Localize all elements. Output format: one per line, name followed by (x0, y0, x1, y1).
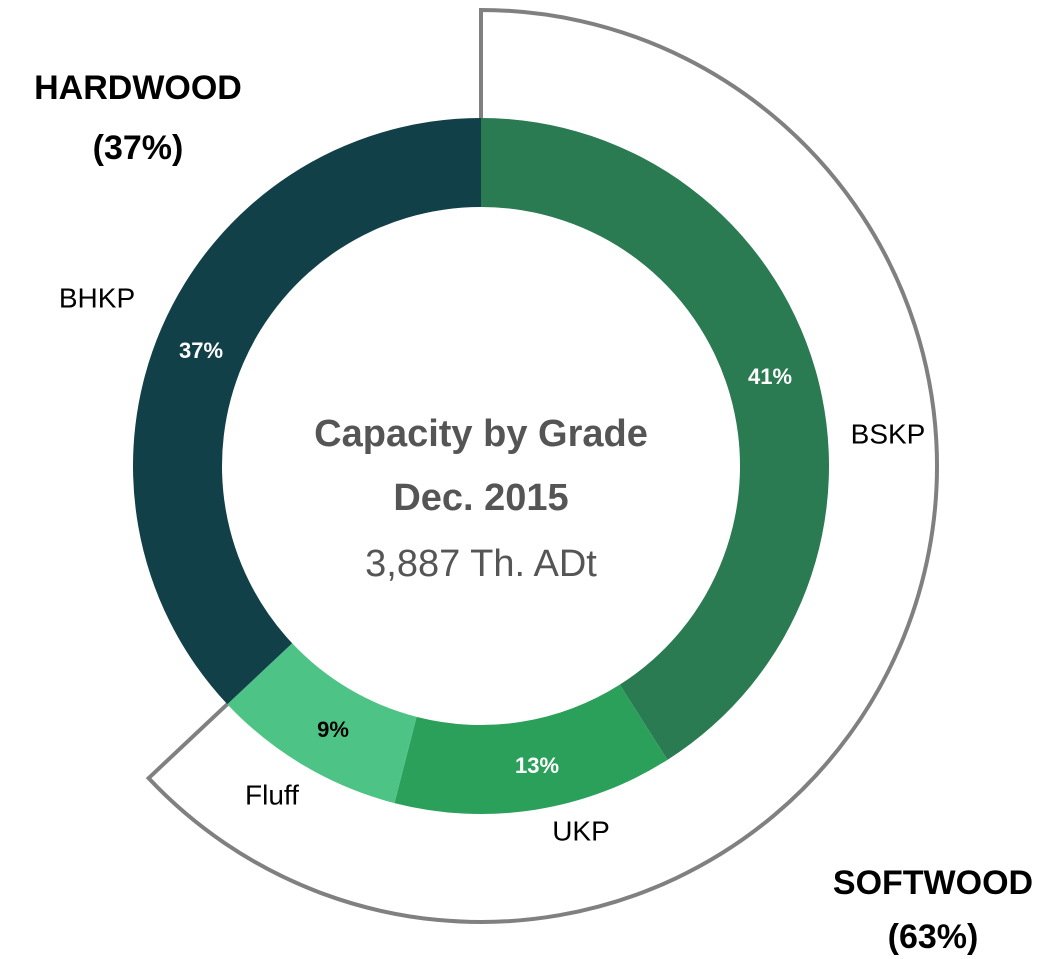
donut-segment (133, 118, 482, 705)
category-label: BSKP (851, 418, 926, 449)
chart-title: Dec. 2015 (393, 477, 568, 519)
group-label: HARDWOOD (34, 69, 242, 107)
donut-segment (394, 684, 668, 815)
group-label: SOFTWOOD (833, 864, 1033, 902)
category-label: Fluff (245, 779, 299, 810)
data-label: 41% (748, 364, 792, 389)
data-label: 37% (179, 338, 223, 363)
chart-subtitle: 3,887 Th. ADt (365, 543, 597, 585)
group-bracket (145, 7, 939, 924)
category-label: BHKP (59, 282, 135, 313)
category-label: UKP (552, 815, 610, 846)
chart-title: Capacity by Grade (314, 413, 648, 455)
group-label: (37%) (93, 129, 184, 167)
group-label: (63%) (888, 918, 979, 956)
data-label: 9% (317, 717, 349, 742)
data-label: 13% (515, 753, 559, 778)
donut-segment (227, 643, 417, 804)
donut-segment (481, 118, 829, 760)
